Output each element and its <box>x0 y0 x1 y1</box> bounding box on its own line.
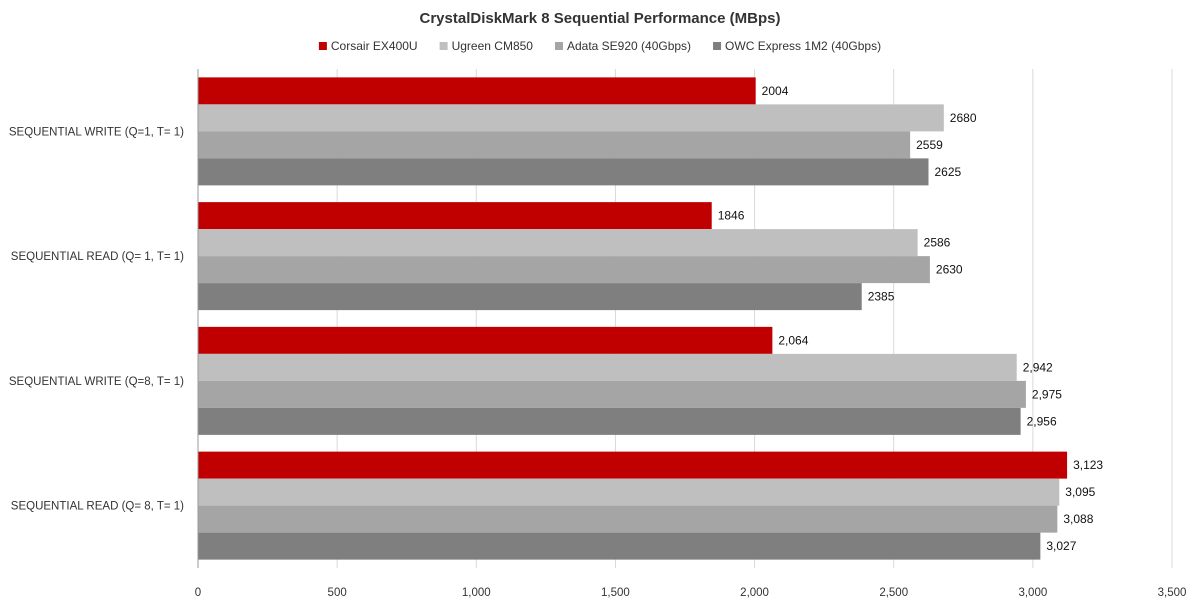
category-label: SEQUENTIAL READ (Q= 8, T= 1) <box>11 501 184 513</box>
legend-swatch <box>439 42 448 50</box>
category-label: SEQUENTIAL READ (Q= 1, T= 1) <box>11 251 184 263</box>
value-label: 3,123 <box>1073 458 1103 472</box>
value-label: 3,095 <box>1065 485 1095 499</box>
value-label: 2,942 <box>1023 360 1053 374</box>
bar <box>198 256 930 284</box>
x-tick-label: 1,000 <box>462 587 491 599</box>
bars <box>198 77 1068 560</box>
legend: Corsair EX400U Ugreen CM850 Adata SE920 (4… <box>318 39 881 53</box>
bar <box>198 104 944 132</box>
category-label: SEQUENTIAL WRITE (Q=8, T= 1) <box>9 376 184 388</box>
value-labels: 2004 2680 2559 2625 1846 2586 2630 2385 2,064 2,9… <box>718 84 1104 553</box>
bar <box>198 229 918 257</box>
value-label: 2004 <box>762 84 789 98</box>
value-label: 2,956 <box>1027 414 1057 428</box>
value-label: 2625 <box>935 165 962 179</box>
legend-item: Adata SE920 (40Gbps) <box>554 39 691 53</box>
value-label: 3,088 <box>1063 512 1093 526</box>
x-tick-label: 2,500 <box>879 587 908 599</box>
value-label: 2630 <box>936 263 963 277</box>
bar <box>198 505 1058 533</box>
bar <box>198 532 1041 560</box>
category-label: SEQUENTIAL WRITE (Q=1, T= 1) <box>9 126 184 138</box>
legend-label: Corsair EX400U <box>331 39 418 53</box>
value-label: 1846 <box>718 209 745 223</box>
value-label: 3,027 <box>1046 539 1076 553</box>
legend-swatch <box>713 42 722 50</box>
legend-label: Ugreen CM850 <box>452 39 534 53</box>
legend-swatch <box>554 42 563 50</box>
x-axis-ticks: 0 500 1,000 1,500 2,000 2,500 3,000 3,500 <box>195 587 1187 599</box>
bar <box>198 407 1021 435</box>
bar <box>198 326 773 354</box>
value-label: 2385 <box>868 290 895 304</box>
bar <box>198 131 911 159</box>
x-tick-label: 1,500 <box>601 587 630 599</box>
x-tick-label: 3,000 <box>1018 587 1047 599</box>
bar <box>198 202 712 230</box>
legend-swatch <box>318 42 327 50</box>
bar <box>198 77 756 105</box>
legend-label: Adata SE920 (40Gbps) <box>567 39 691 53</box>
value-label: 2,975 <box>1032 387 1062 401</box>
bar <box>198 158 929 186</box>
bar <box>198 380 1026 408</box>
x-tick-label: 500 <box>328 587 347 599</box>
x-tick-label: 0 <box>195 587 201 599</box>
x-tick-label: 2,000 <box>740 587 769 599</box>
x-tick-label: 3,500 <box>1158 587 1187 599</box>
bar <box>198 478 1060 506</box>
bar <box>198 283 862 311</box>
legend-item: Corsair EX400U <box>318 39 418 53</box>
value-label: 2680 <box>950 111 977 125</box>
bar <box>198 451 1068 479</box>
category-labels: SEQUENTIAL WRITE (Q=1, T= 1) SEQUENTIAL R… <box>9 126 184 512</box>
chart-title: CrystalDiskMark 8 Sequential Performance… <box>420 10 781 27</box>
legend-item: OWC Express 1M2 (40Gbps) <box>713 39 881 53</box>
value-label: 2,064 <box>778 333 808 347</box>
bar <box>198 353 1017 381</box>
value-label: 2586 <box>924 236 951 250</box>
legend-label: OWC Express 1M2 (40Gbps) <box>725 39 881 53</box>
legend-item: Ugreen CM850 <box>439 39 534 53</box>
value-label: 2559 <box>916 138 943 152</box>
